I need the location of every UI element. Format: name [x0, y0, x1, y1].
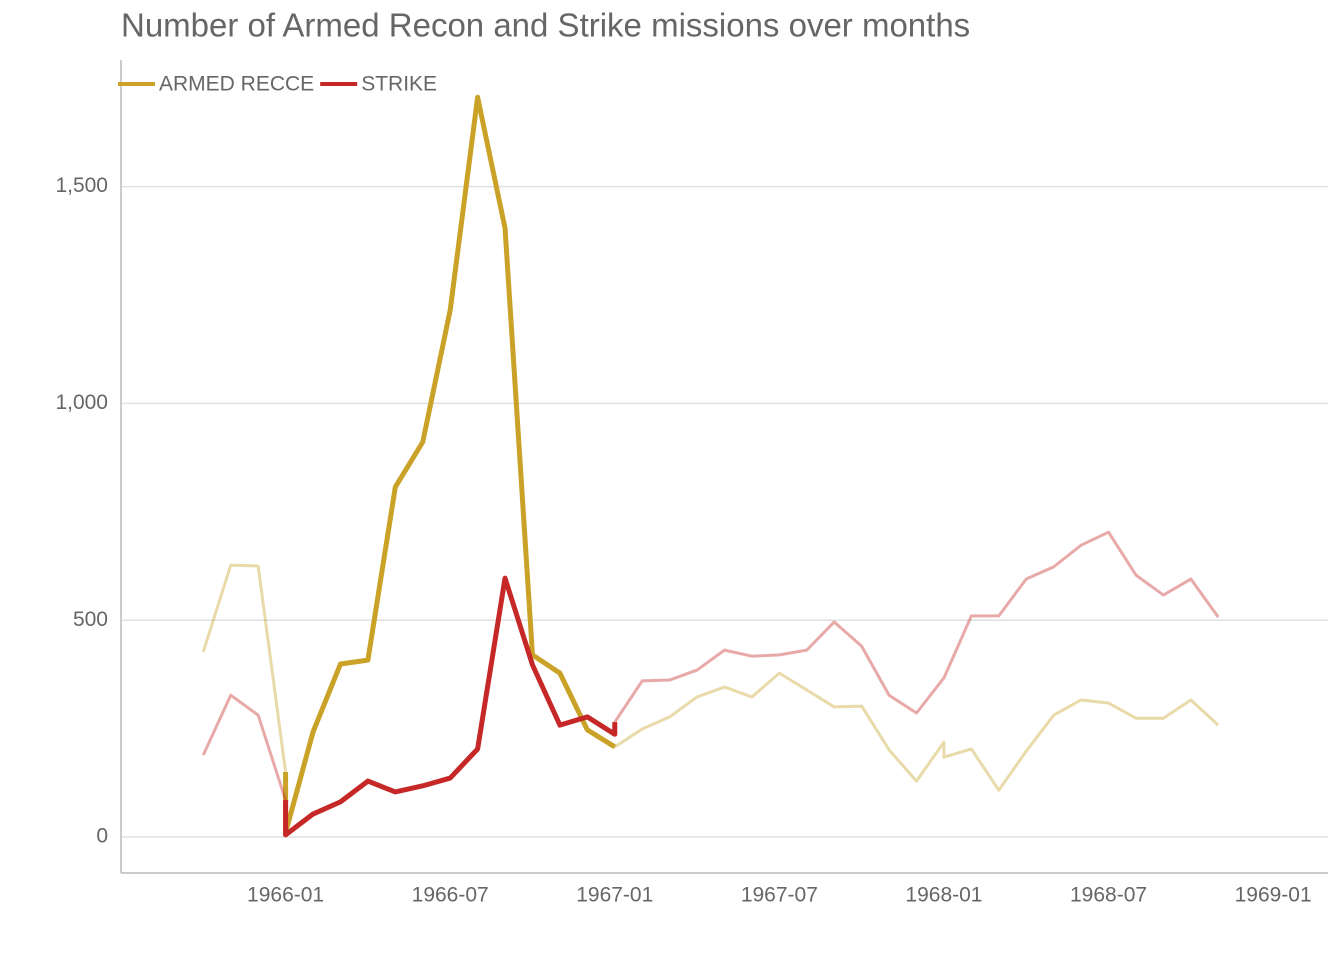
x-tick-label: 1967-07	[741, 884, 818, 907]
x-tick-label: 1968-01	[905, 884, 982, 907]
x-tick-label: 1966-07	[412, 884, 489, 907]
x-tick-label: 1969-01	[1235, 884, 1312, 907]
y-tick-label: 0	[96, 825, 108, 848]
highlight-line	[283, 575, 618, 838]
x-tick-label: 1966-01	[247, 884, 324, 907]
chart-title: Number of Armed Recon and Strike mission…	[121, 7, 970, 44]
x-tick-label: 1968-07	[1070, 884, 1147, 907]
x-tick-label: 1967-01	[576, 884, 653, 907]
y-tick-label: 1,500	[55, 174, 108, 197]
line	[201, 95, 1220, 835]
legend-label: STRIKE	[361, 73, 437, 96]
y-tick-label: 1,000	[55, 391, 108, 414]
highlight-line	[283, 94, 617, 836]
legend-label: ARMED RECCE	[159, 73, 314, 96]
y-tick-label: 500	[73, 608, 108, 631]
